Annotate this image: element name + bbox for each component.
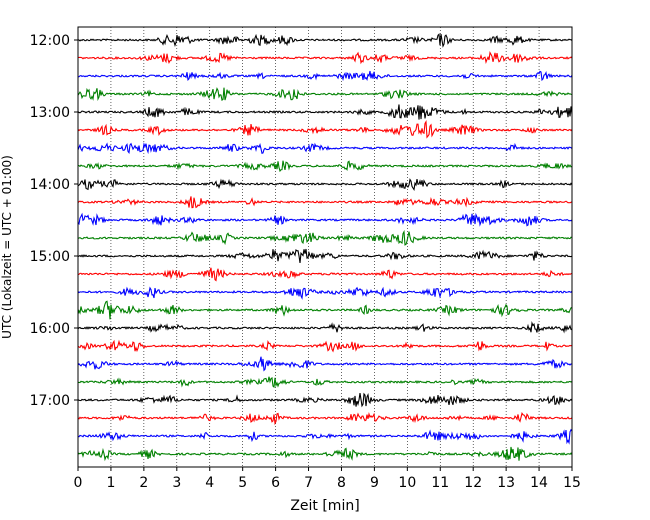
- x-tick-label: 11: [431, 475, 449, 491]
- x-tick-label: 14: [530, 475, 548, 491]
- seismogram-trace: [77, 196, 573, 209]
- seismogram-trace: [77, 178, 573, 191]
- y-axis-label: UTC (Lokalzeit = UTC + 01:00): [0, 155, 14, 339]
- x-tick-label: 9: [370, 475, 379, 491]
- x-tick-label: 6: [271, 475, 280, 491]
- plot-frame: [77, 26, 573, 468]
- x-tick-label: 8: [337, 475, 346, 491]
- y-tick-label: 12:00: [30, 33, 70, 49]
- seismogram-trace: [77, 376, 573, 389]
- x-tick-label: 4: [205, 475, 214, 491]
- seismogram-trace: [77, 33, 573, 48]
- seismogram-trace: [77, 286, 573, 300]
- seismogram-trace: [77, 300, 573, 320]
- x-axis-label: Zeit [min]: [290, 498, 359, 514]
- y-tick-label: 17:00: [30, 393, 70, 409]
- y-tick-label: 14:00: [30, 177, 70, 193]
- x-axis: 0 1 2 3 4 5 6 7 8 9 10 11 12 13 14 15: [74, 467, 581, 491]
- x-tick-label: 13: [497, 475, 515, 491]
- seismogram-trace: [77, 119, 573, 139]
- x-tick-label: 12: [464, 475, 482, 491]
- seismogram-trace: [77, 104, 573, 120]
- seismogram-trace: [77, 229, 573, 246]
- seismogram-trace: [77, 411, 573, 426]
- seismogram-trace: [77, 160, 573, 173]
- x-tick-label: 1: [106, 475, 115, 491]
- seismogram-trace: [77, 267, 573, 282]
- seismogram-trace: [77, 392, 573, 408]
- y-tick-label: 16:00: [30, 321, 70, 337]
- x-tick-label: 5: [238, 475, 247, 491]
- vertical-grid: [110, 27, 540, 467]
- x-tick-label: 15: [563, 475, 581, 491]
- x-tick-label: 3: [172, 475, 181, 491]
- x-tick-label: 2: [139, 475, 148, 491]
- seismogram-trace: [77, 321, 573, 334]
- x-tick-label: 0: [74, 475, 83, 491]
- seismogram-trace: [77, 142, 573, 155]
- seismogram-trace: [77, 212, 573, 227]
- seismogram-trace: [77, 87, 573, 102]
- seismogram-trace: [77, 50, 573, 65]
- y-tick-label: 13:00: [30, 105, 70, 121]
- seismogram-trace: [77, 428, 573, 445]
- seismogram-trace: [77, 446, 573, 462]
- seismogram-trace: [77, 248, 573, 264]
- y-tick-label: 15:00: [30, 249, 70, 265]
- seismogram-traces: [77, 33, 573, 462]
- x-tick-label: 7: [304, 475, 313, 491]
- y-axis: 12:00 13:00 14:00 15:00 16:00 17:00: [30, 33, 78, 409]
- x-tick-label: 10: [398, 475, 416, 491]
- seismogram-trace: [77, 70, 573, 82]
- seismogram-trace: [77, 356, 573, 372]
- seismogram-trace: [77, 339, 573, 353]
